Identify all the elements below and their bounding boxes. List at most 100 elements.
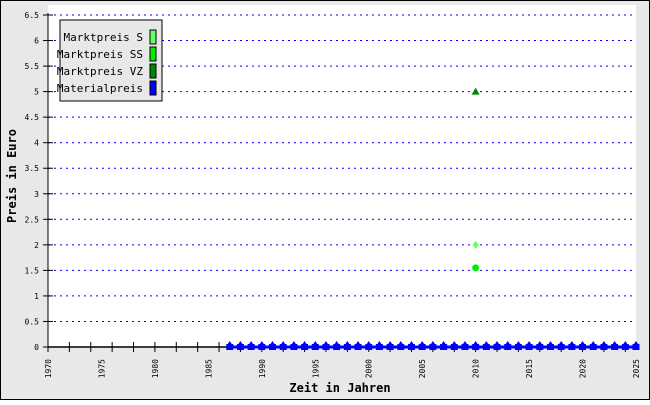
y-tick-label: 5 (34, 88, 39, 97)
data-point (525, 344, 533, 350)
data-point-cap (227, 341, 232, 344)
data-point (375, 344, 383, 350)
data-point-cap (484, 341, 489, 344)
data-point-cap (580, 341, 585, 344)
x-tick-label: 1990 (258, 359, 267, 378)
x-tick-label: 2000 (365, 359, 374, 378)
data-point-cap (430, 341, 435, 344)
data-point (504, 344, 512, 350)
data-point-cap (291, 341, 296, 344)
data-point (472, 264, 480, 272)
data-point (407, 344, 415, 350)
data-point-cap (462, 341, 467, 344)
y-tick-label: 2.5 (25, 215, 40, 224)
data-point-cap (377, 341, 382, 344)
legend-label: Marktpreis VZ (57, 65, 143, 78)
data-point-cap (345, 341, 350, 344)
data-point (386, 344, 394, 350)
y-tick-label: 1.5 (25, 266, 40, 275)
legend-label: Materialpreis (57, 82, 143, 95)
y-tick-label: 3.5 (25, 164, 40, 173)
data-point (557, 344, 565, 350)
x-tick-label: 1975 (97, 359, 106, 378)
y-tick-label: 3 (34, 190, 39, 199)
data-point-cap (270, 341, 275, 344)
data-point-cap (398, 341, 403, 344)
data-point-cap (388, 341, 393, 344)
y-tick-label: 6 (34, 37, 39, 46)
x-tick-label: 2005 (418, 359, 427, 378)
y-tick-label: 4 (34, 139, 39, 148)
legend: Marktpreis S Marktpreis SS Marktpreis VZ Ma… (57, 19, 163, 102)
data-point-cap (281, 341, 286, 344)
data-point (236, 344, 244, 350)
data-point-cap (441, 341, 446, 344)
data-point (611, 344, 619, 350)
data-point (440, 344, 448, 350)
data-point-cap (537, 341, 542, 344)
data-point (397, 344, 405, 350)
data-point (247, 344, 255, 350)
data-point-cap (505, 341, 510, 344)
data-point-cap (313, 341, 318, 344)
data-point-cap (356, 341, 361, 344)
data-point (418, 344, 426, 350)
data-point (536, 344, 544, 350)
data-point-cap (527, 341, 532, 344)
data-point (322, 344, 330, 350)
data-point-cap (623, 341, 628, 344)
data-point-cap (238, 341, 243, 344)
y-axis-label: Preis in Euro (5, 129, 19, 223)
y-tick-label: 0 (34, 343, 39, 352)
data-point-cap (634, 341, 638, 344)
data-point (226, 344, 234, 350)
data-point (589, 344, 597, 350)
data-point-cap (334, 341, 339, 344)
data-point (568, 344, 576, 350)
legend-swatch (149, 46, 157, 62)
data-point-cap (302, 341, 307, 344)
data-point-cap (409, 341, 414, 344)
data-point-cap (569, 341, 574, 344)
data-point-cap (516, 341, 521, 344)
data-point (290, 344, 298, 350)
data-point (354, 344, 362, 350)
data-point (472, 240, 479, 249)
data-point (269, 344, 277, 350)
data-point-cap (548, 341, 553, 344)
data-point (632, 344, 640, 350)
legend-swatch (149, 80, 157, 96)
x-tick-label: 2015 (525, 359, 534, 378)
data-point-cap (591, 341, 596, 344)
data-point-cap (612, 341, 617, 344)
x-axis-label: Zeit in Jahren (289, 381, 390, 395)
data-point (471, 87, 480, 95)
data-point (279, 344, 287, 350)
data-point-cap (366, 341, 371, 344)
x-tick-label: 1995 (311, 359, 320, 378)
y-tick-label: 6.5 (25, 11, 40, 20)
data-point-cap (420, 341, 425, 344)
data-point-cap (452, 341, 457, 344)
data-point (579, 344, 587, 350)
legend-label: Marktpreis SS (57, 48, 143, 61)
y-tick-label: 1 (34, 292, 39, 301)
legend-label: Marktpreis S (64, 31, 143, 44)
y-tick-label: 0.5 (25, 317, 40, 326)
x-tick-label: 2010 (472, 359, 481, 378)
data-point (461, 344, 469, 350)
data-point-cap (495, 341, 500, 344)
data-point (301, 344, 309, 350)
data-point (450, 344, 458, 350)
data-point (311, 344, 319, 350)
x-tick-label: 1980 (151, 359, 160, 378)
data-point (514, 344, 522, 350)
x-tick-label: 2020 (579, 359, 588, 378)
y-tick-label: 5.5 (25, 62, 40, 71)
y-tick-label: 4.5 (25, 113, 40, 122)
legend-swatch (149, 63, 157, 79)
data-point (482, 344, 490, 350)
y-tick-label: 2 (34, 241, 39, 250)
